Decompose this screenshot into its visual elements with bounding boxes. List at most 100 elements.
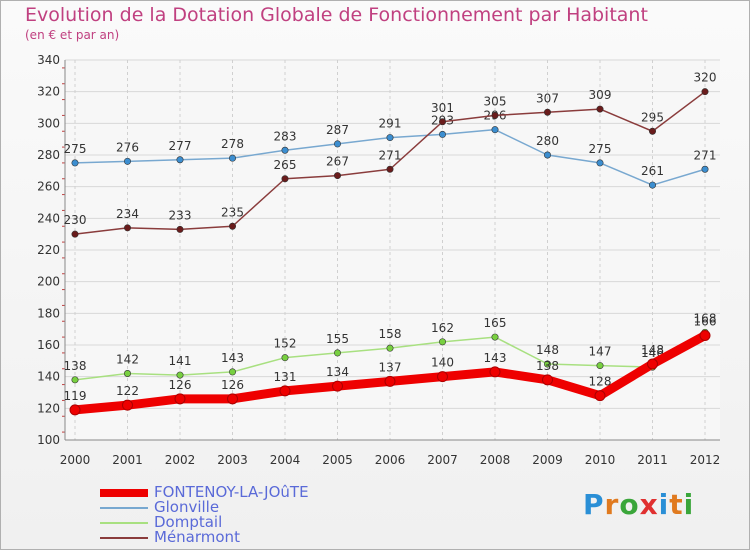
data-label: 119 <box>64 389 87 403</box>
legend-swatch <box>100 521 148 524</box>
x-tick-label: 2006 <box>375 453 406 467</box>
data-label: 234 <box>116 207 139 221</box>
x-tick-label: 2000 <box>60 453 91 467</box>
y-tick-label: 120 <box>37 401 60 415</box>
data-point <box>71 159 79 167</box>
data-point <box>438 338 446 346</box>
data-point <box>648 127 656 135</box>
data-label: 166 <box>694 315 717 329</box>
data-point <box>594 390 606 402</box>
data-point <box>491 111 499 119</box>
legend-label: Ménarmont <box>154 528 240 546</box>
data-label: 126 <box>169 378 192 392</box>
data-label: 158 <box>379 327 402 341</box>
data-label: 143 <box>484 351 507 365</box>
data-point <box>124 224 132 232</box>
data-label: 147 <box>589 345 612 359</box>
x-tick-label: 2004 <box>270 453 301 467</box>
data-point <box>437 371 448 383</box>
data-point <box>333 172 341 180</box>
data-point <box>229 222 237 230</box>
data-point <box>647 358 658 370</box>
data-label: 271 <box>694 148 717 162</box>
legend-label: Glonville <box>154 498 220 516</box>
data-point <box>596 105 604 113</box>
data-label: 280 <box>536 134 559 148</box>
data-point <box>176 156 184 164</box>
data-label: 291 <box>379 117 402 131</box>
data-label: 261 <box>641 164 664 178</box>
data-label: 131 <box>274 370 297 384</box>
data-point <box>596 159 604 167</box>
legend-item: Glonville <box>100 500 309 515</box>
data-label: 165 <box>484 316 507 330</box>
x-tick-label: 2010 <box>585 453 616 467</box>
legend-swatch <box>100 506 148 509</box>
legend-label: FONTENOY-LA-JOûTE <box>154 483 309 501</box>
x-tick-label: 2012 <box>690 453 721 467</box>
data-point <box>281 146 289 154</box>
data-point <box>281 354 289 362</box>
data-point <box>542 374 553 386</box>
data-point <box>491 126 499 134</box>
y-tick-label: 320 <box>37 85 60 99</box>
data-point <box>71 376 79 384</box>
data-label: 155 <box>326 332 349 346</box>
chart-title: Evolution de la Dotation Globale de Fonc… <box>25 4 648 26</box>
data-label: 138 <box>536 359 559 373</box>
data-label: 265 <box>274 158 297 172</box>
data-point <box>71 230 79 238</box>
data-point <box>124 157 132 165</box>
data-point <box>124 369 132 377</box>
x-tick-label: 2001 <box>112 453 143 467</box>
chart-legend: FONTENOY-LA-JOûTE Glonville Domptail Ménarm… <box>100 485 309 545</box>
y-tick-label: 200 <box>37 275 60 289</box>
data-point <box>176 371 184 379</box>
data-label: 233 <box>169 208 192 222</box>
y-tick-label: 240 <box>37 211 60 225</box>
data-point <box>596 362 604 370</box>
data-point <box>174 393 186 405</box>
data-label: 138 <box>64 359 87 373</box>
legend-swatch <box>100 488 148 497</box>
data-point <box>438 130 446 138</box>
data-point <box>281 175 289 183</box>
data-label: 148 <box>536 343 559 357</box>
data-label: 309 <box>589 88 612 102</box>
data-point <box>648 181 656 189</box>
y-tick-label: 340 <box>37 53 60 67</box>
data-label: 283 <box>274 129 297 143</box>
data-label: 230 <box>64 213 87 227</box>
data-point <box>699 330 711 341</box>
y-tick-label: 220 <box>37 243 60 257</box>
data-point <box>543 108 551 116</box>
data-label: 137 <box>379 360 402 374</box>
data-point <box>332 380 343 392</box>
data-point <box>701 165 709 173</box>
data-label: 287 <box>326 123 349 137</box>
proxiti-logo: Proxiti <box>583 488 695 521</box>
data-label: 267 <box>326 155 349 169</box>
data-label: 148 <box>641 343 664 357</box>
data-label: 305 <box>484 94 507 108</box>
data-label: 275 <box>589 142 612 156</box>
data-point <box>386 344 394 352</box>
data-point <box>227 393 238 405</box>
data-point <box>69 404 81 416</box>
data-point <box>333 140 341 148</box>
data-label: 128 <box>589 375 612 389</box>
data-label: 126 <box>221 378 244 392</box>
data-point <box>279 385 291 397</box>
x-tick-label: 2009 <box>532 453 563 467</box>
y-tick-label: 140 <box>37 370 60 384</box>
legend-item: Ménarmont <box>100 530 309 545</box>
data-label: 168 <box>694 311 717 325</box>
data-point <box>384 375 396 387</box>
y-tick-label: 160 <box>37 338 60 352</box>
data-point <box>229 154 237 162</box>
data-label: 275 <box>64 142 87 156</box>
y-tick-label: 100 <box>37 433 60 447</box>
chart-subtitle: (en € et par an) <box>25 28 120 42</box>
data-label: 143 <box>221 351 244 365</box>
